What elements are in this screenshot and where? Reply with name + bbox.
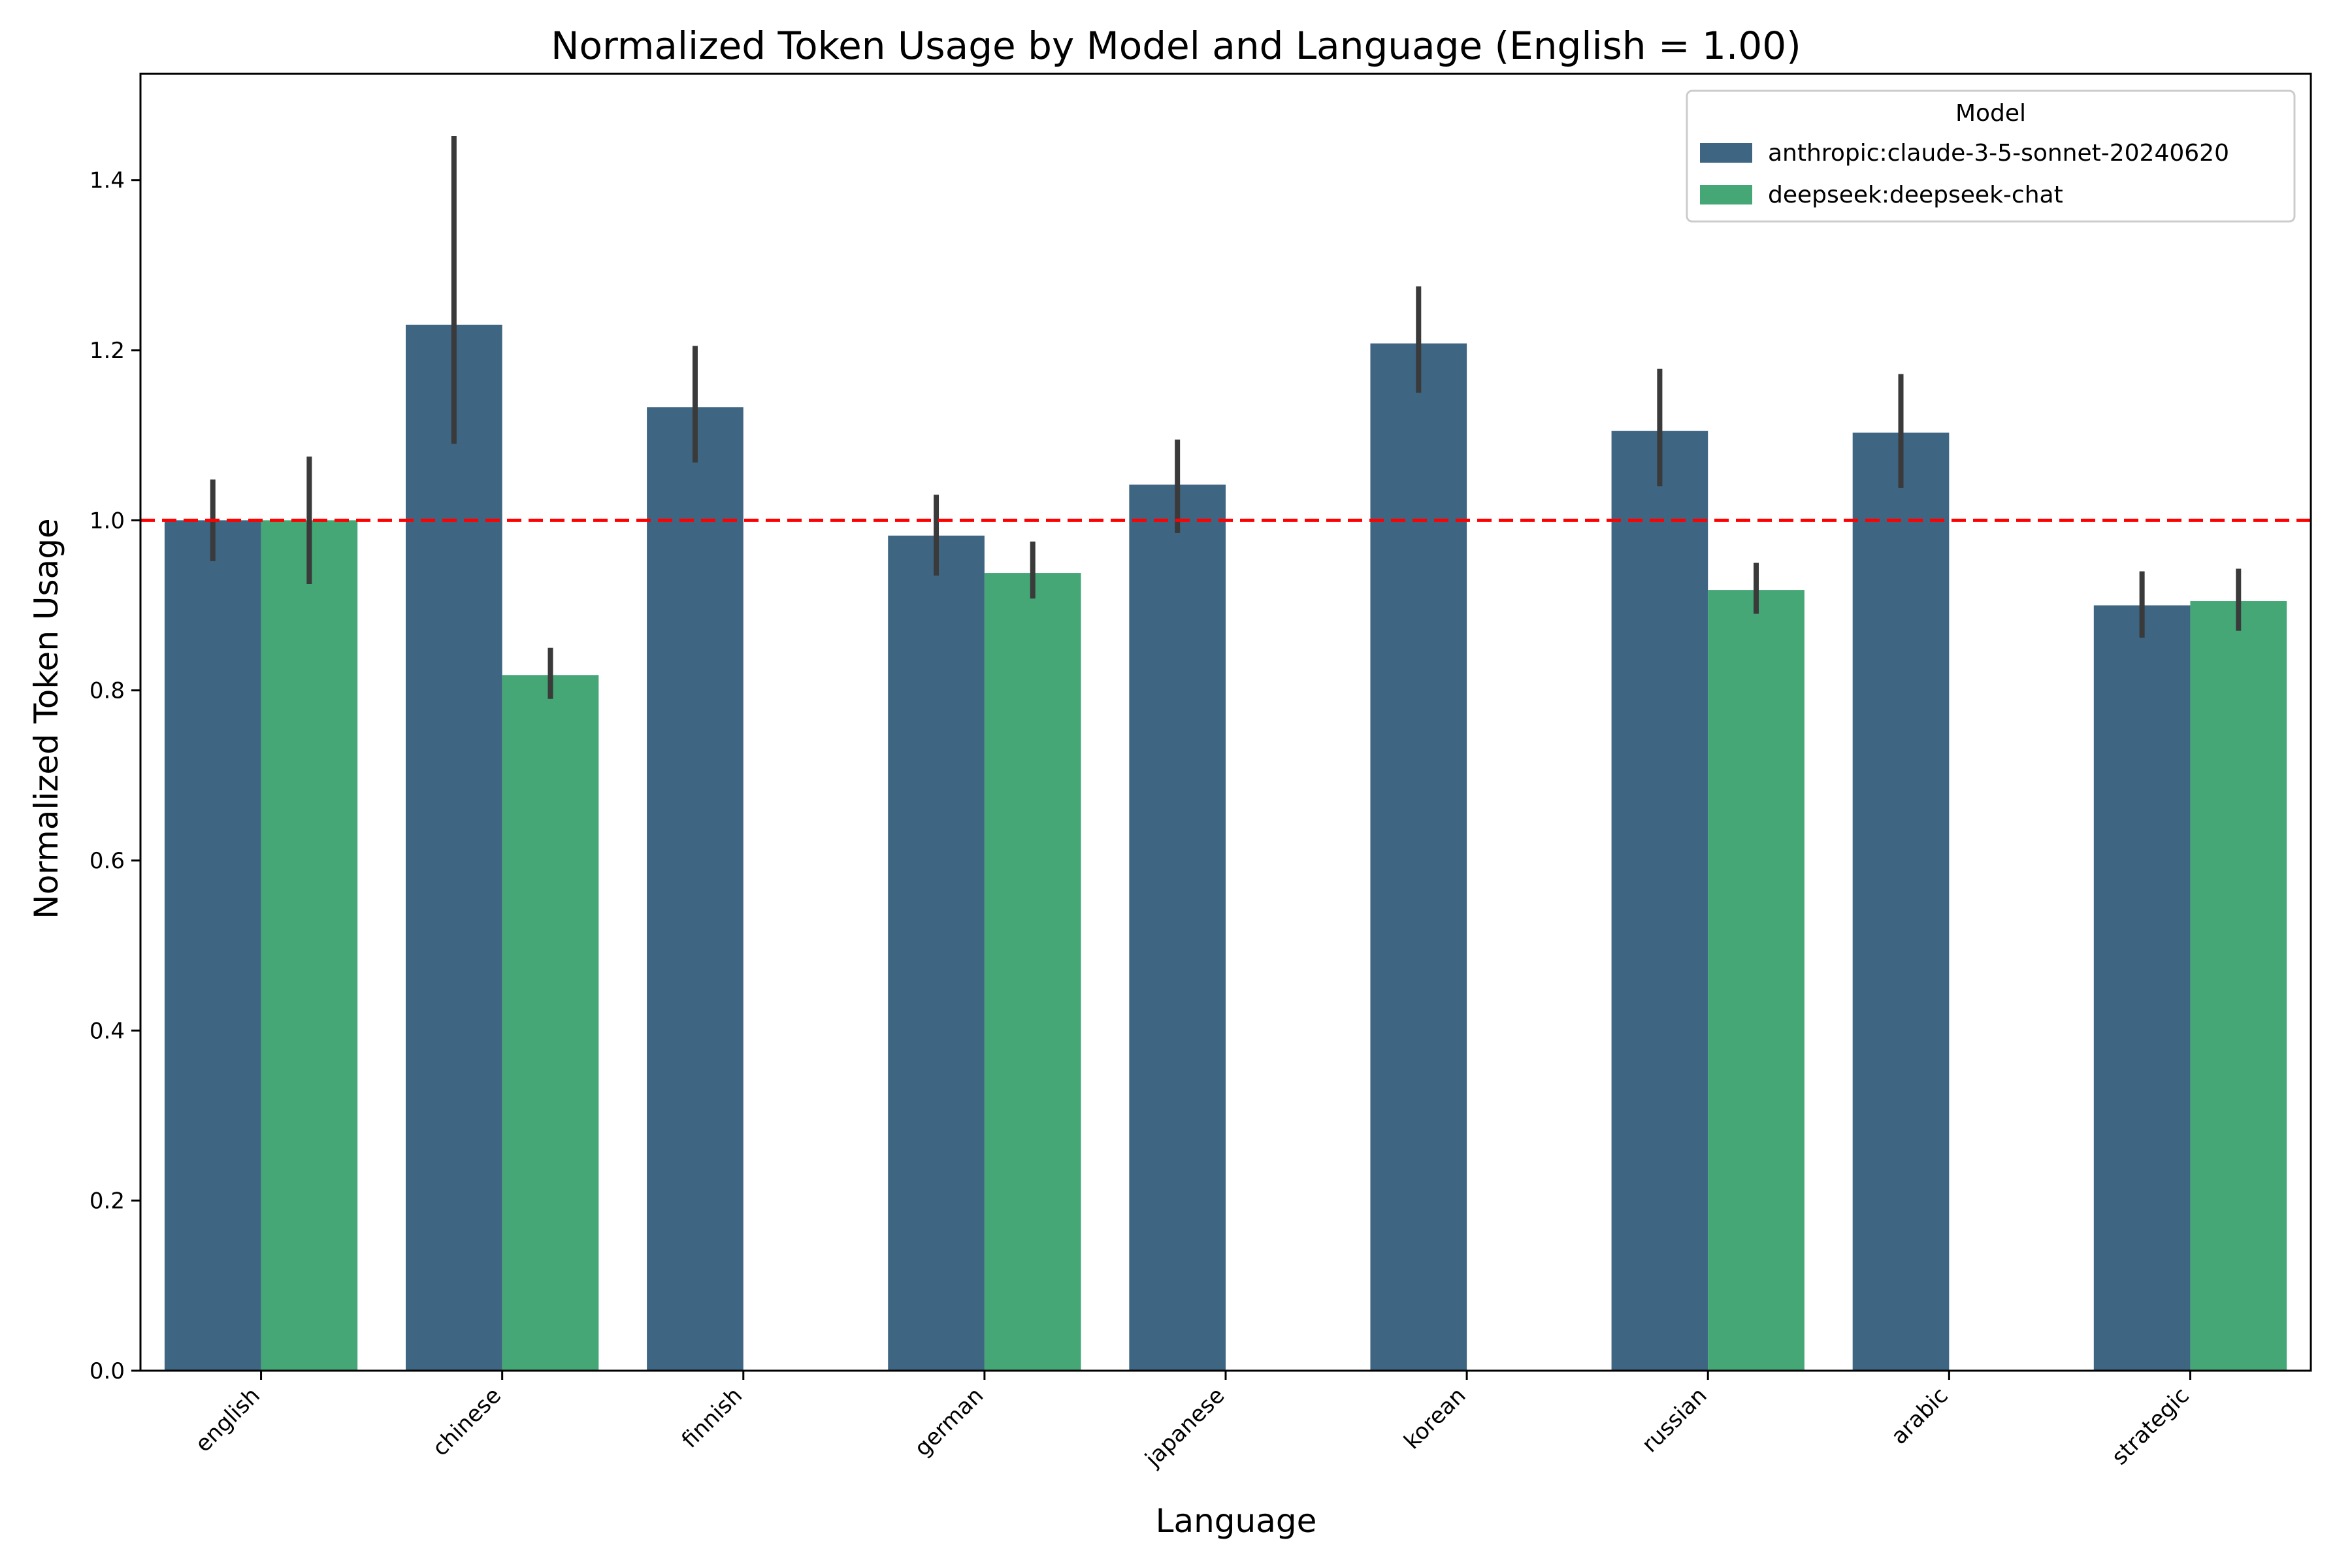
y-axis-label: Normalized Token Usage [27, 518, 65, 919]
legend-swatch-series-2 [1700, 185, 1752, 204]
bar-korean-series-1 [1370, 343, 1467, 1371]
bar-finnish-series-1 [647, 407, 743, 1371]
bar-russian-series-1 [1611, 431, 1708, 1371]
y-tick-label: 1.2 [90, 338, 125, 364]
y-tick-label: 1.4 [90, 168, 125, 194]
bar-russian-series-2 [1708, 590, 1805, 1371]
legend: Model anthropic:claude-3-5-sonnet-2024062… [1686, 90, 2296, 223]
bar-strategic-series-2 [2190, 601, 2287, 1371]
chart-title: Normalized Token Usage by Model and Lang… [551, 24, 1801, 68]
legend-box [1686, 90, 2296, 223]
y-tick-label: 1.0 [90, 508, 125, 534]
bar-chinese-series-1 [406, 324, 502, 1371]
bar-german-series-1 [888, 535, 985, 1371]
legend-swatch-series-1 [1700, 143, 1752, 163]
bar-japanese-series-1 [1129, 484, 1226, 1371]
bar-chinese-series-2 [502, 675, 599, 1371]
bar-arabic-series-1 [1852, 433, 1950, 1371]
bar-english-series-1 [164, 520, 261, 1371]
y-tick-label: 0.0 [90, 1358, 125, 1384]
y-tick-label: 0.4 [90, 1018, 125, 1044]
legend-label-series-1: anthropic:claude-3-5-sonnet-20240620 [1768, 140, 2229, 167]
bar-english-series-2 [261, 520, 358, 1371]
legend-label-series-2: deepseek:deepseek-chat [1768, 182, 2063, 208]
legend-title: Model [1955, 100, 2026, 127]
y-tick-label: 0.2 [90, 1188, 125, 1215]
y-tick-label: 0.6 [90, 848, 125, 874]
y-tick-label: 0.8 [90, 678, 125, 704]
bar-strategic-series-1 [2093, 605, 2191, 1371]
bar-german-series-2 [984, 573, 1081, 1371]
x-axis-label: Language [1156, 1502, 1317, 1540]
